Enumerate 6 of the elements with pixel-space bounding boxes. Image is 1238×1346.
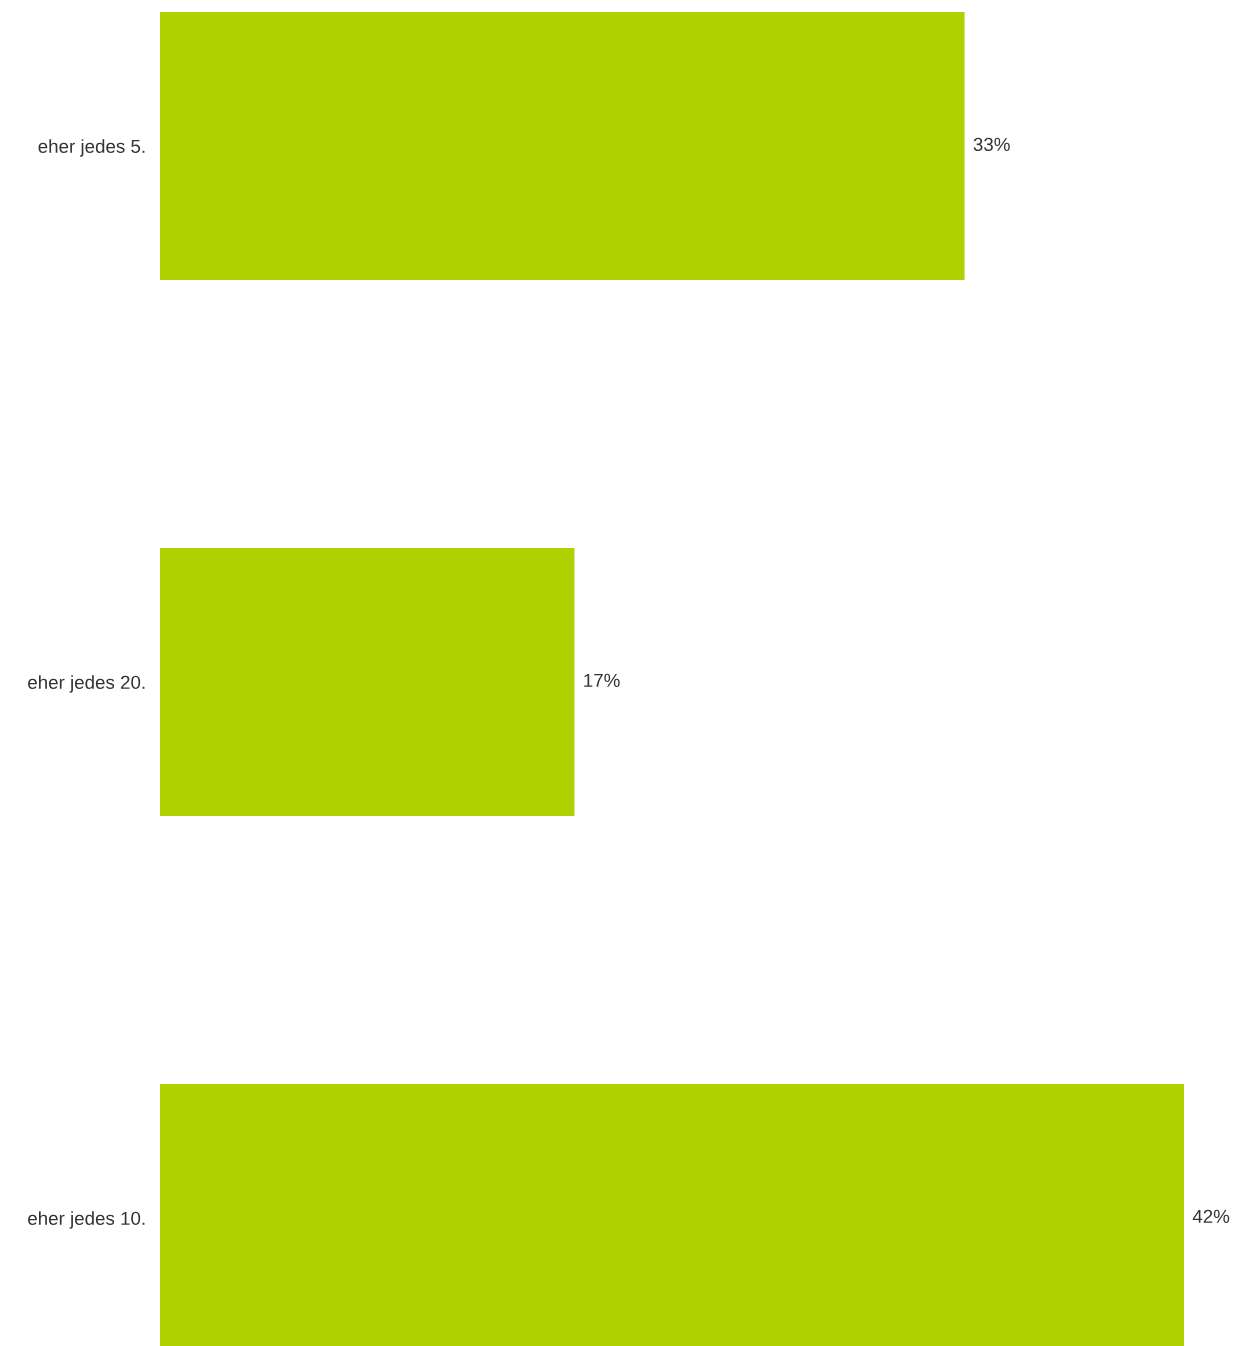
y-tick-label: eher jedes 20. bbox=[28, 675, 145, 693]
data-label: 42% bbox=[1192, 1209, 1230, 1223]
data-label: 33% bbox=[973, 137, 1010, 152]
y-tick-label: eher jedes 5. bbox=[38, 139, 145, 157]
y-tick-label: eher jedes 10. bbox=[28, 1211, 145, 1229]
data-label: 17% bbox=[584, 673, 620, 687]
